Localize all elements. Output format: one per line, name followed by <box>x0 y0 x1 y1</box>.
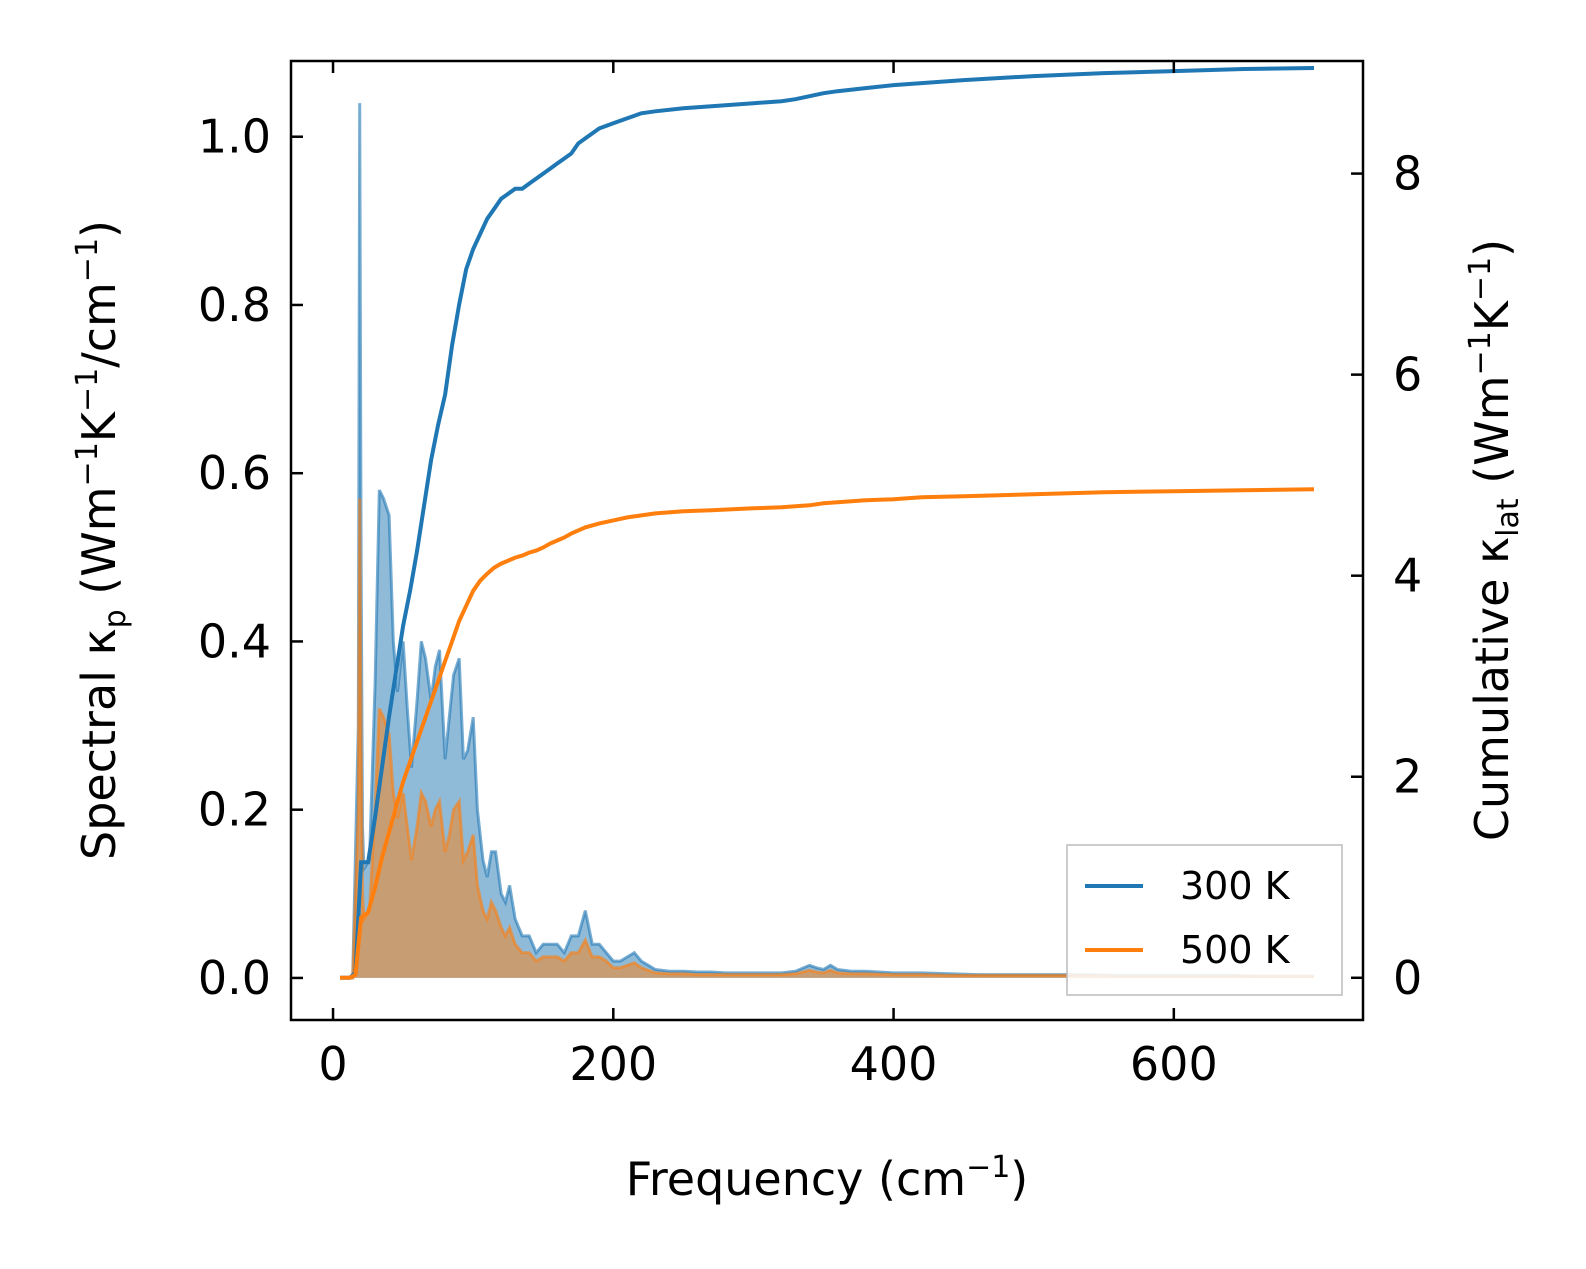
legend: 300 K 500 K <box>1066 844 1343 996</box>
y-right-tick-label: 0 <box>1393 951 1422 1005</box>
cumulative-line-300k <box>340 66 1315 980</box>
legend-label-300k: 300 K <box>1180 864 1291 908</box>
x-tick-label: 0 <box>318 1037 347 1091</box>
y-right-tick-label: 2 <box>1393 750 1422 804</box>
x-axis-label: Frequency (cm−1) <box>626 1150 1029 1206</box>
y-left-tick-label: 0.0 <box>198 951 271 1005</box>
spectral-line-300k <box>340 103 1314 980</box>
y-right-tick-label: 6 <box>1393 348 1422 402</box>
legend-box <box>1066 844 1343 996</box>
y-left-tick-label: 0.4 <box>198 614 271 668</box>
plot-frame <box>289 59 1365 1022</box>
x-axis: 0 200 400 600 <box>318 61 1218 1091</box>
y-left-tick-label: 0.6 <box>198 446 271 500</box>
y-right-tick-label: 8 <box>1393 147 1422 201</box>
cumulative-line-500k <box>340 487 1315 980</box>
y-axis-right: 0 2 4 6 8 <box>1351 147 1422 1005</box>
x-tick-label: 200 <box>569 1037 657 1091</box>
legend-label-500k: 500 K <box>1180 928 1291 972</box>
y-axis-left-label: Spectral κp (Wm−1K−1/cm−1) <box>70 220 133 860</box>
series-layer <box>340 66 1315 980</box>
spectral-line-500k <box>340 498 1314 980</box>
y-left-tick-label: 1.0 <box>198 110 271 164</box>
y-left-tick-label: 0.2 <box>198 783 271 837</box>
y-axis-right-label: Cumulative κlat (Wm−1K−1) <box>1463 239 1526 841</box>
y-axis-left: 0.0 0.2 0.4 0.6 0.8 1.0 <box>198 110 303 1005</box>
y-right-tick-label: 4 <box>1393 549 1422 603</box>
x-tick-label: 400 <box>850 1037 938 1091</box>
y-left-tick-label: 0.8 <box>198 278 271 332</box>
spectral-fill-500k <box>340 498 1314 978</box>
x-tick-label: 600 <box>1130 1037 1218 1091</box>
